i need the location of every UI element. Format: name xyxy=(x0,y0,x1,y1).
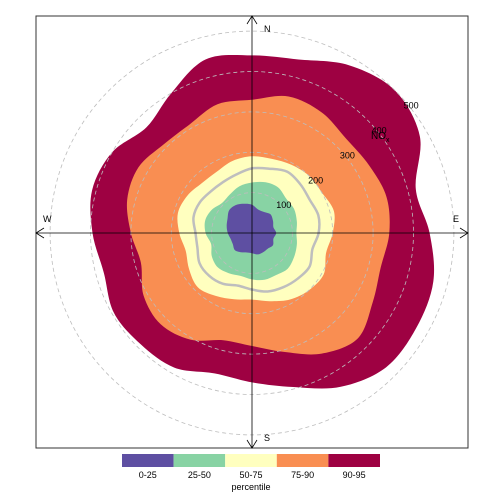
legend-label: 90-95 xyxy=(343,470,366,480)
legend-swatch-75-90 xyxy=(276,454,329,467)
radial-tick-labels: 100 200 300 400 500 xyxy=(276,101,418,210)
radial-tick-label: 300 xyxy=(340,150,355,160)
radial-tick-label: 400 xyxy=(372,126,387,136)
radial-tick-label: 500 xyxy=(404,101,419,111)
legend-label: 75-90 xyxy=(291,470,314,480)
legend-swatch-0-25 xyxy=(122,454,174,467)
legend-swatch-50-75 xyxy=(225,454,277,467)
legend-swatch-25-50 xyxy=(173,454,226,467)
percentile-bands xyxy=(90,55,435,389)
pollutant-subscript: x xyxy=(386,137,390,144)
compass-label-north: N xyxy=(264,24,271,34)
legend-title: percentile xyxy=(231,482,270,492)
radial-tick-label: 200 xyxy=(308,175,323,185)
pollutant-label: NOx xyxy=(371,131,390,144)
legend-label: 50-75 xyxy=(239,470,262,480)
arrow-east xyxy=(459,227,469,239)
radial-tick-label: 100 xyxy=(276,200,291,210)
legend: 0-25 25-50 50-75 75-90 90-95 xyxy=(122,454,380,480)
arrow-west xyxy=(35,227,45,239)
arrow-south xyxy=(246,439,258,449)
compass-label-south: S xyxy=(264,433,270,443)
arrow-north xyxy=(246,15,258,25)
compass-label-east: E xyxy=(453,214,459,224)
legend-swatch-90-95 xyxy=(328,454,380,467)
compass-label-west: W xyxy=(43,214,52,224)
compass-axes xyxy=(35,15,469,449)
legend-label: 0-25 xyxy=(139,470,157,480)
band-0-25 xyxy=(226,203,277,255)
legend-label: 25-50 xyxy=(188,470,211,480)
pollutant-main: NO xyxy=(371,131,386,142)
